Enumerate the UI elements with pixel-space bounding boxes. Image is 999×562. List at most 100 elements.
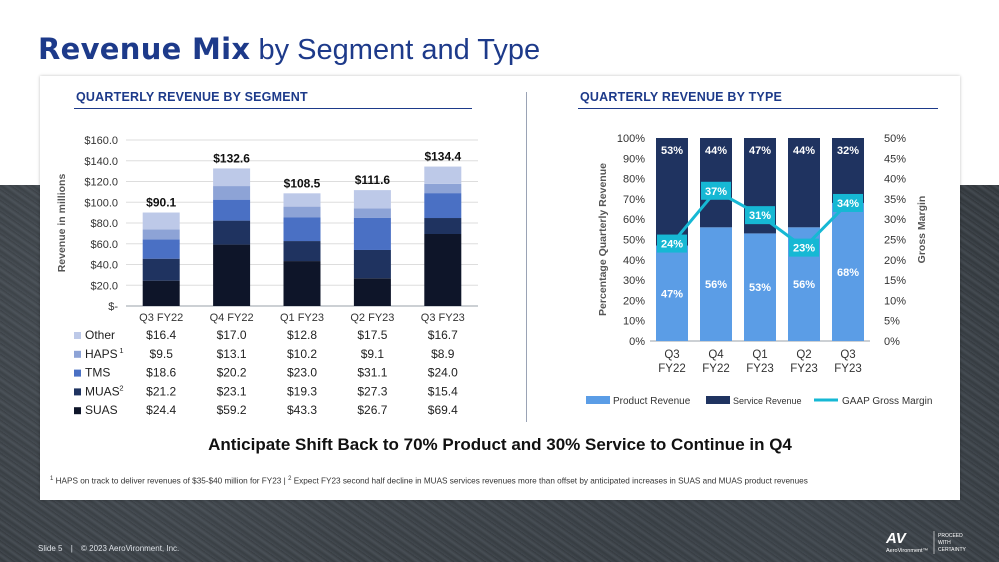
table-cell: $17.0 <box>217 328 247 342</box>
y-tick-label: 0% <box>629 336 645 348</box>
table-cell: $8.9 <box>431 347 455 361</box>
table-cell: $23.1 <box>217 384 247 398</box>
gross-margin-label-box <box>657 234 687 253</box>
gross-margin-label: 37% <box>705 186 727 198</box>
table-series-name: Other <box>85 328 115 342</box>
table-series-name: MUAS <box>85 384 120 398</box>
y-tick-label: 80% <box>623 174 645 186</box>
footnote: 1 HAPS on track to deliver revenues of $… <box>50 476 808 486</box>
y-tick-label: 40% <box>623 255 645 267</box>
bar-segment-haps <box>142 229 180 240</box>
y2-axis-title: Gross Margin <box>916 196 928 264</box>
table-cell: $31.1 <box>357 366 387 380</box>
y2-tick-label: 25% <box>884 235 906 247</box>
gross-margin-label: 24% <box>661 239 683 251</box>
bar-segment-other <box>424 166 462 184</box>
x-tick-label-line1: Q3 <box>840 349 855 361</box>
table-legend-swatch <box>74 369 81 377</box>
content-panel: QUARTERLY REVENUE BY SEGMENT QUARTERLY R… <box>40 76 960 500</box>
y-axis-title: Revenue in millions <box>56 174 68 273</box>
x-tick-label-line1: Q4 <box>708 349 724 361</box>
y-tick-label: $80.0 <box>90 218 118 230</box>
bar-segment-muas <box>213 220 251 245</box>
y-tick-label: 30% <box>623 275 645 287</box>
table-series-name: SUAS <box>85 403 118 417</box>
table-cell: $23.0 <box>287 366 317 380</box>
y-tick-label: 60% <box>623 214 645 226</box>
table-legend-swatch <box>74 388 81 396</box>
table-series-footnote-mark: 2 <box>119 383 123 392</box>
bar-segment-muas <box>283 241 321 262</box>
service-data-label: 53% <box>661 145 683 157</box>
x-tick-label-line1: Q3 <box>664 349 679 361</box>
table-cell: $19.3 <box>287 384 317 398</box>
footnote-part-1: HAPS on track to deliver revenues of $35… <box>55 476 282 486</box>
x-tick-label-line2: FY23 <box>834 363 862 375</box>
legend-swatch-service <box>706 396 730 404</box>
bar-segment-other <box>142 212 180 230</box>
footer-separator: | <box>70 544 73 553</box>
bar-product-revenue <box>656 245 688 341</box>
table-legend-swatch <box>74 332 81 339</box>
legend-label-product: Product Revenue <box>613 396 691 407</box>
bar-segment-tms <box>283 217 321 242</box>
gross-margin-label-box <box>789 238 819 257</box>
bar-total-label: $134.4 <box>424 150 461 164</box>
y2-tick-label: 20% <box>884 255 906 267</box>
table-cell: $27.3 <box>357 384 387 398</box>
segment-heading-rule <box>74 108 472 109</box>
table-cell: $9.1 <box>361 347 385 361</box>
legend-label-service: Service Revenue <box>733 396 802 406</box>
legend-label-margin: GAAP Gross Margin <box>842 396 932 407</box>
y-tick-label: $160.0 <box>84 135 118 147</box>
y-tick-label: 100% <box>617 133 645 145</box>
table-cell: $20.2 <box>217 366 247 380</box>
table-series-name: HAPS <box>85 347 118 361</box>
y-tick-label: $- <box>108 301 118 313</box>
logo-tagline-3: CERTAINTY <box>938 547 967 553</box>
legend-swatch-product <box>586 396 610 404</box>
gross-margin-label-box <box>745 206 775 225</box>
slide-title-bold: Revenue Mix <box>38 32 251 66</box>
table-legend-swatch <box>74 350 81 358</box>
bar-total-label: $132.6 <box>213 151 250 165</box>
y-tick-label: $140.0 <box>84 156 118 168</box>
bar-segment-suas <box>142 280 180 306</box>
y-tick-label: $20.0 <box>90 280 118 292</box>
bar-segment-suas <box>213 244 251 306</box>
bar-segment-tms <box>353 217 391 250</box>
gross-margin-label-box <box>833 193 863 212</box>
table-series-name: TMS <box>85 366 110 380</box>
product-data-label: 47% <box>661 288 683 300</box>
table-cell: $43.3 <box>287 403 317 417</box>
bar-segment-other <box>283 193 321 207</box>
gross-margin-label-box <box>701 181 731 200</box>
y-tick-label: $60.0 <box>90 239 118 251</box>
gross-margin-label: 23% <box>793 243 815 255</box>
panel-divider <box>526 92 527 422</box>
x-tick-label: Q4 FY22 <box>210 312 254 324</box>
table-cell: $26.7 <box>357 403 387 417</box>
y-tick-label: 10% <box>623 316 645 328</box>
y2-tick-label: 10% <box>884 295 906 307</box>
bar-service-revenue <box>788 138 820 228</box>
bar-service-revenue <box>656 138 688 246</box>
table-cell: $9.5 <box>150 347 174 361</box>
tagline: Anticipate Shift Back to 70% Product and… <box>208 435 792 454</box>
x-tick-label-line2: FY23 <box>746 363 774 375</box>
table-cell: $12.8 <box>287 328 317 342</box>
logo-tagline-2: WITH <box>938 540 951 546</box>
x-tick-label-line2: FY22 <box>658 363 686 375</box>
table-cell: $16.4 <box>146 328 176 342</box>
y-tick-label: 90% <box>623 153 645 165</box>
segment-chart-heading: QUARTERLY REVENUE BY SEGMENT <box>76 90 308 104</box>
bar-segment-other <box>213 168 251 187</box>
y2-tick-label: 30% <box>884 214 906 226</box>
y-tick-label: $100.0 <box>84 197 118 209</box>
y2-tick-label: 45% <box>884 153 906 165</box>
slide-title-rest: by Segment and Type <box>258 34 541 66</box>
x-tick-label-line1: Q2 <box>796 349 811 361</box>
type-heading-rule <box>578 108 938 109</box>
logo-mark: AV <box>885 530 908 547</box>
bar-product-revenue <box>832 202 864 341</box>
